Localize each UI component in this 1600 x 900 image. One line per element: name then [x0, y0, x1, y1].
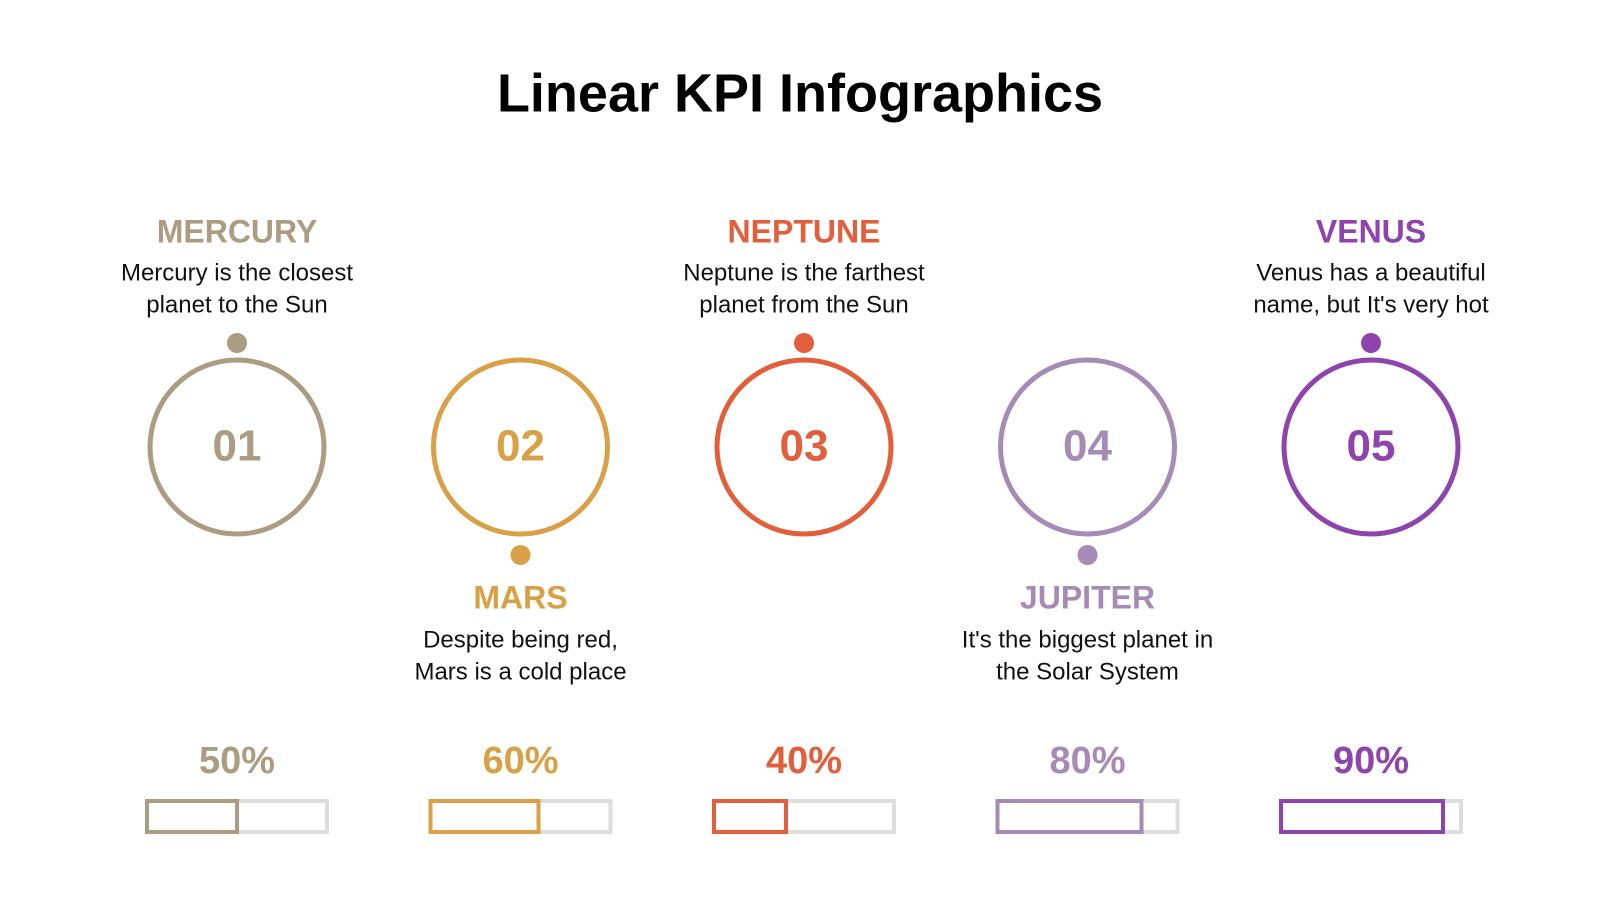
planet-name: NEPTUNE — [728, 213, 881, 249]
planet-description: Mercury is the closest — [121, 259, 353, 286]
step-number: 04 — [1063, 422, 1112, 471]
planet-description: name, but It's very hot — [1253, 291, 1489, 318]
bar-track — [428, 799, 613, 834]
value-label: 60% — [482, 740, 558, 782]
bar — [712, 799, 788, 834]
value-label: 90% — [1333, 740, 1409, 782]
chart-title: Linear KPI Infographics — [497, 63, 1103, 123]
value-label: 40% — [766, 740, 842, 782]
planet-name: VENUS — [1316, 213, 1426, 249]
planet-description: planet from the Sun — [699, 291, 908, 318]
connector-dot — [1077, 545, 1098, 565]
bar — [145, 799, 239, 834]
step-number: 01 — [213, 422, 262, 471]
planet-description: Mars is a cold place — [414, 658, 626, 685]
bar-track — [995, 799, 1180, 834]
value-label: 80% — [1049, 740, 1125, 782]
bar-track — [1279, 799, 1463, 834]
planet-description: It's the biggest planet in — [962, 626, 1213, 653]
value-label: 50% — [199, 740, 275, 782]
planet-name: MARS — [473, 579, 567, 615]
ring — [431, 357, 610, 537]
step-number: 03 — [780, 422, 829, 471]
planet-name: MERCURY — [157, 213, 318, 249]
step-number: 05 — [1347, 422, 1396, 471]
planet-description: Despite being red, — [423, 626, 618, 653]
connector-dot — [510, 545, 531, 565]
planet-description: Venus has a beautiful — [1256, 259, 1486, 286]
bar — [1279, 799, 1445, 834]
ring — [714, 357, 894, 537]
bar-track — [712, 799, 896, 834]
connector-dot — [227, 333, 247, 353]
connector-dot — [794, 333, 814, 353]
ring — [1281, 357, 1461, 537]
step-number: 02 — [496, 422, 545, 471]
planet-description: the Solar System — [996, 658, 1179, 685]
planet-name: JUPITER — [1020, 579, 1155, 615]
bar — [428, 799, 541, 834]
planet-description: planet to the Sun — [146, 291, 327, 318]
ring — [147, 357, 327, 537]
planet-description: Neptune is the farthest — [683, 259, 925, 286]
connector-dot — [1361, 333, 1381, 353]
ring — [998, 357, 1177, 537]
bar — [995, 799, 1144, 834]
